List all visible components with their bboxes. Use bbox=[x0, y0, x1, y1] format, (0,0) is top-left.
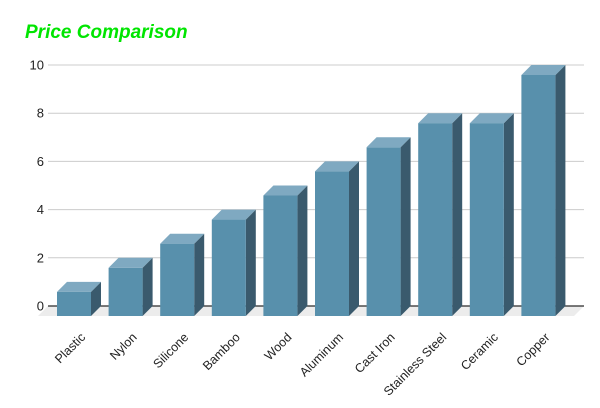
bar-plastic bbox=[57, 291, 91, 316]
bar-side-aluminum bbox=[349, 161, 359, 316]
y-tick-label-2: 2 bbox=[37, 250, 44, 265]
bar-top-aluminum bbox=[315, 161, 359, 172]
x-label-ceramic: Ceramic bbox=[458, 330, 501, 373]
bar-silicone bbox=[160, 243, 195, 316]
x-label-bamboo: Bamboo bbox=[200, 330, 243, 373]
bar-bamboo bbox=[211, 219, 246, 316]
bar-top-plastic bbox=[57, 281, 101, 292]
bar-top-stainless-steel bbox=[418, 113, 463, 124]
x-label-aluminum: Aluminum bbox=[297, 330, 346, 379]
bar-side-wood bbox=[297, 185, 308, 316]
x-label-wood: Wood bbox=[262, 330, 295, 363]
bar-side-silicone bbox=[194, 233, 205, 316]
bar-top-bamboo bbox=[211, 209, 256, 220]
bar-top-cast-iron bbox=[366, 137, 411, 148]
y-tick-label-0: 0 bbox=[37, 299, 44, 314]
bar-copper bbox=[521, 75, 556, 316]
bar-top-silicone bbox=[160, 233, 205, 244]
x-label-nylon: Nylon bbox=[107, 330, 140, 363]
bar-aluminum bbox=[315, 171, 349, 316]
bar-side-plastic bbox=[91, 281, 101, 316]
x-label-copper: Copper bbox=[514, 330, 553, 369]
x-label-silicone: Silicone bbox=[150, 330, 191, 371]
bar-top-copper bbox=[521, 65, 566, 75]
bar-stainless-steel bbox=[418, 123, 453, 316]
bar-side-bamboo bbox=[245, 209, 256, 316]
bar-side-cast-iron bbox=[400, 137, 411, 316]
bar-top-ceramic bbox=[469, 113, 514, 124]
bar-top-wood bbox=[263, 185, 308, 196]
bar-cast-iron bbox=[366, 147, 401, 316]
bar-top-nylon bbox=[108, 257, 153, 268]
chart-title: Price Comparison bbox=[25, 22, 188, 43]
y-tick-label-4: 4 bbox=[37, 202, 44, 217]
bar-wood bbox=[263, 195, 298, 316]
bar-ceramic bbox=[469, 123, 504, 316]
x-label-plastic: Plastic bbox=[52, 330, 88, 366]
bar-side-stainless-steel bbox=[452, 113, 463, 316]
x-label-cast-iron: Cast Iron bbox=[352, 330, 398, 376]
bar-side-copper bbox=[555, 65, 566, 316]
bar-side-ceramic bbox=[503, 113, 514, 316]
bar-side-nylon bbox=[142, 257, 153, 316]
y-tick-label-6: 6 bbox=[37, 154, 44, 169]
y-tick-label-10: 10 bbox=[30, 58, 44, 73]
bar-nylon bbox=[108, 267, 143, 316]
y-tick-label-8: 8 bbox=[37, 106, 44, 121]
